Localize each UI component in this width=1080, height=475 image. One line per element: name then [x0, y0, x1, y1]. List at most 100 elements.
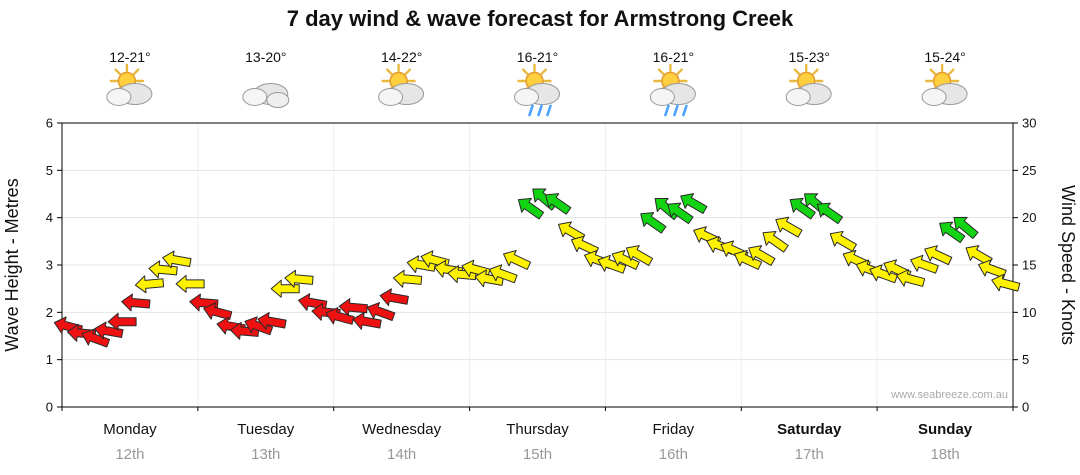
wind-arrow-shape	[392, 269, 423, 288]
wind-arrow-shape	[244, 316, 274, 336]
wind-arrow-shape	[488, 264, 518, 284]
day-date: 16th	[659, 446, 688, 463]
cloud-icon	[106, 83, 153, 106]
right-axis-tick-label: 30	[1022, 116, 1036, 131]
wind-arrow-shape	[94, 321, 124, 340]
wind-arrow	[924, 245, 953, 266]
weather-icon-sun-cloud-rain	[649, 63, 696, 117]
wind-arrow-shape	[325, 307, 355, 325]
wind-arrow	[366, 302, 396, 322]
wind-arrow-shape	[121, 293, 151, 312]
day-label-layer: Monday 12th Tuesday 13th Wednesday 14th Thursd…	[103, 421, 973, 463]
wind-arrow-shape	[734, 249, 763, 270]
wind-arrow	[134, 275, 165, 294]
wind-arrow	[392, 269, 423, 288]
wind-arrow-shape	[953, 216, 979, 240]
wind-arrow	[244, 316, 274, 336]
wind-arrow	[978, 259, 1007, 279]
wind-arrow	[148, 260, 178, 279]
wind-arrow-shape	[570, 235, 599, 256]
cloud-icon	[785, 83, 832, 106]
wind-arrow	[939, 221, 966, 244]
wind-arrow-shape	[965, 245, 993, 266]
right-axis-tick-label: 25	[1022, 163, 1036, 178]
left-axis-tick-label: 1	[46, 352, 53, 367]
sun-ray	[676, 68, 683, 76]
wind-arrow	[325, 307, 355, 325]
sun-ray	[114, 68, 122, 76]
wind-arrow	[338, 298, 368, 317]
wind-arrow-shape	[203, 302, 233, 321]
wind-arrow	[775, 216, 803, 238]
wind-arrow	[121, 293, 151, 312]
sun-ray	[657, 68, 665, 76]
wind-arrow-shape	[257, 312, 287, 330]
cloud-shape	[921, 88, 947, 106]
wind-arrow	[503, 249, 532, 270]
day-date: 12th	[115, 446, 144, 463]
wind-arrow-shape	[175, 274, 205, 293]
rain-drop	[664, 104, 670, 117]
day-date: 13th	[251, 446, 280, 463]
wind-arrow	[203, 302, 233, 321]
left-axis-label: Wave Height - Metres	[2, 178, 22, 351]
wind-arrow-shape	[81, 328, 111, 348]
wind-arrow-shape	[379, 288, 409, 307]
sun-ray	[404, 68, 412, 76]
wind-arrow-shape	[611, 249, 640, 270]
wind-arrow	[829, 230, 857, 252]
sun-ray	[793, 68, 801, 76]
wind-arrow-shape	[762, 230, 789, 253]
wind-arrow-shape	[352, 312, 382, 330]
wind-arrow	[896, 269, 926, 287]
wind-arrow	[81, 328, 111, 348]
wind-arrow	[284, 269, 314, 288]
day-name: Monday	[103, 421, 157, 438]
wind-arrow-shape	[625, 245, 654, 266]
day-date: 18th	[930, 446, 959, 463]
weather-icon-cloud	[242, 83, 290, 108]
right-axis-tick-label: 0	[1022, 400, 1029, 415]
wind-arrow-shape	[558, 221, 586, 243]
wind-arrow	[570, 235, 599, 256]
cloud-icon	[921, 83, 968, 106]
wind-arrow-shape	[366, 302, 396, 322]
wind-arrow-shape	[545, 193, 572, 215]
wind-arrow	[270, 279, 300, 298]
wind-arrow-shape	[748, 245, 776, 266]
wind-arrow	[162, 250, 192, 269]
wind-arrow-shape	[869, 264, 898, 284]
day-temperature: 14-22°	[381, 49, 422, 65]
day-name: Sunday	[918, 421, 973, 438]
cloud-shape	[242, 88, 268, 106]
day-name: Saturday	[777, 421, 842, 438]
sun-ray	[812, 68, 819, 76]
wind-arrow-shape	[162, 250, 192, 269]
left-axis-tick-label: 5	[46, 163, 53, 178]
sun-ray	[947, 68, 955, 76]
sun-ray	[540, 68, 548, 76]
wind-arrow-shape	[991, 273, 1021, 292]
wind-arrow-shape	[680, 193, 708, 214]
axis-layer: 0 1 2 3 4 5 6 0 5 10 15 20 25 30	[46, 116, 1037, 415]
wind-arrow	[762, 230, 789, 253]
weather-icon-sun-cloud	[785, 63, 832, 106]
day-date: 14th	[387, 446, 416, 463]
cloud-icon	[514, 83, 560, 106]
rain-drop	[546, 104, 552, 117]
wind-arrow	[352, 312, 382, 330]
cloud-shape	[785, 88, 811, 106]
wind-arrow-shape	[503, 249, 532, 270]
cloud-icon	[242, 83, 290, 108]
cloud-shape	[378, 88, 404, 106]
wind-arrow-shape	[338, 298, 368, 317]
cloud-shape	[514, 88, 539, 106]
left-axis-tick-label: 6	[46, 116, 53, 131]
cloud-icon	[378, 83, 425, 106]
left-axis-tick-label: 4	[46, 210, 53, 225]
wind-arrow-layer	[53, 188, 1021, 348]
sun-ray	[521, 68, 529, 76]
left-axis-tick-label: 2	[46, 305, 53, 320]
